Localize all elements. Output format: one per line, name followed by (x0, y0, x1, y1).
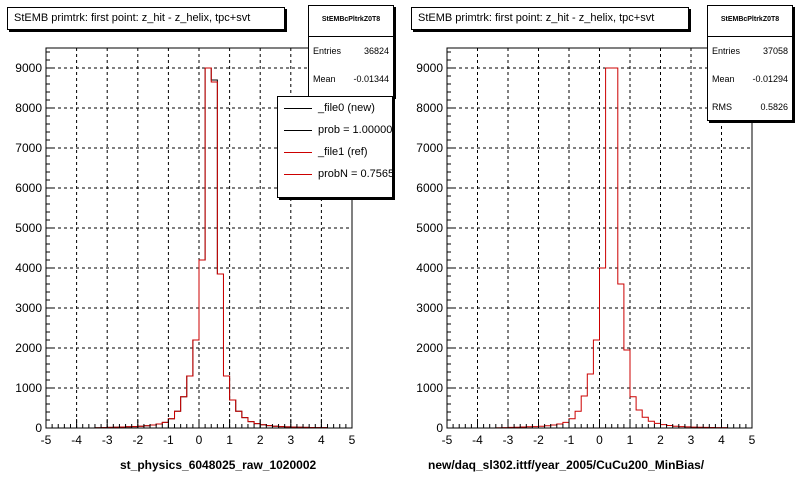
x-tick-label: -3 (102, 433, 113, 447)
x-tick-label: -1 (163, 433, 174, 447)
x-tick-label: -4 (472, 433, 483, 447)
legend-entry-file1: _file1 (ref) (278, 141, 392, 163)
stats-entries-value: 37058 (762, 46, 788, 56)
stats-rms-label: RMS (712, 102, 732, 112)
x-tick-label: 1 (627, 433, 634, 447)
x-tick-label: 5 (349, 433, 356, 447)
x-tick-label: 4 (318, 433, 325, 447)
y-tick-label: 6000 (15, 181, 42, 195)
x-axis-label-left: st_physics_6048025_raw_1020002 (120, 458, 316, 472)
stats-box-right: StEMBcPltrkZ0T8 Entries 37058 Mean -0.01… (707, 5, 793, 121)
legend-line-prob (284, 129, 312, 131)
x-tick-label: 3 (287, 433, 294, 447)
x-tick-label: 3 (688, 433, 695, 447)
stats-name-right: StEMBcPltrkZ0T8 (708, 6, 792, 37)
x-tick-label: 1 (226, 433, 233, 447)
x-axis-label-left-text: st_physics_6048025_raw_1020002 (120, 458, 317, 472)
x-tick-label: 2 (257, 433, 264, 447)
y-tick-label: 4000 (15, 261, 42, 275)
x-tick-label: -1 (564, 433, 575, 447)
legend-label-file1: _file1 (ref) (318, 146, 368, 158)
y-tick-label: 1000 (15, 381, 42, 395)
y-tick-label: 3000 (15, 301, 42, 315)
y-tick-label: 4000 (416, 261, 443, 275)
y-tick-label: 0 (35, 421, 42, 435)
x-tick-label: 2 (657, 433, 664, 447)
legend-line-probn (284, 173, 312, 175)
x-tick-label: 0 (196, 433, 203, 447)
stats-name-left: StEMBcPltrkZ0T8 (309, 6, 393, 37)
x-axis-label-right-text: new/daq_sl302.ittf/year_2005/CuCu200_Min… (428, 458, 705, 472)
legend-label-probn: probN = 0.756500 (318, 168, 393, 180)
plot-title-right: StEMB primtrk: first point: z_hit - z_he… (411, 7, 689, 30)
x-tick-label: -5 (41, 433, 52, 447)
stats-mean-value: -0.01294 (752, 74, 788, 84)
stats-entries-row-right: Entries 37058 (708, 37, 792, 65)
stats-rms-value: 0.5826 (760, 102, 788, 112)
plot-title-right-text: StEMB primtrk: first point: z_hit - z_he… (418, 12, 655, 24)
x-tick-label: 5 (749, 433, 756, 447)
y-tick-label: 2000 (15, 341, 42, 355)
plot-title-left-text: StEMB primtrk: first point: z_hit - z_he… (14, 12, 251, 24)
stats-entries-label: Entries (712, 46, 741, 56)
stats-mean-row-right: Mean -0.01294 (708, 65, 792, 93)
y-tick-label: 5000 (416, 221, 443, 235)
stats-rms-row-right: RMS 0.5826 (708, 93, 792, 121)
stats-mean-label: Mean (712, 74, 735, 84)
legend-line-file0 (284, 107, 312, 109)
stats-entries-label: Entries (313, 46, 342, 56)
y-tick-label: 9000 (416, 61, 443, 75)
y-tick-label: 7000 (416, 141, 443, 155)
x-tick-label: 4 (718, 433, 725, 447)
y-tick-label: 8000 (416, 101, 443, 115)
x-tick-label: -3 (503, 433, 514, 447)
legend: _file0 (new) prob = 1.000000 _file1 (ref… (277, 96, 393, 198)
y-tick-label: 3000 (416, 301, 443, 315)
y-tick-label: 5000 (15, 221, 42, 235)
stats-box-left: StEMBcPltrkZ0T8 Entries 36824 Mean -0.01… (308, 5, 394, 97)
legend-entry-probn: probN = 0.756500 (278, 163, 392, 185)
plot-title-left: StEMB primtrk: first point: z_hit - z_he… (7, 7, 285, 30)
stats-entries-value: 36824 (363, 46, 389, 56)
x-tick-label: -4 (71, 433, 82, 447)
y-tick-label: 0 (436, 421, 443, 435)
x-tick-label: -5 (442, 433, 453, 447)
legend-label-file0: _file0 (new) (318, 102, 375, 114)
y-tick-label: 8000 (15, 101, 42, 115)
legend-entry-file0: _file0 (new) (278, 97, 392, 119)
x-axis-label-right: new/daq_sl302.ittf/year_2005/CuCu200_Min… (428, 458, 704, 472)
x-tick-label: -2 (533, 433, 544, 447)
stats-mean-label: Mean (313, 74, 336, 84)
y-tick-label: 1000 (416, 381, 443, 395)
y-tick-label: 6000 (416, 181, 443, 195)
legend-line-file1 (284, 151, 312, 153)
legend-entry-prob: prob = 1.000000 (278, 119, 392, 141)
stats-mean-row-left: Mean -0.01344 (309, 65, 393, 93)
y-tick-label: 7000 (15, 141, 42, 155)
legend-label-prob: prob = 1.000000 (318, 124, 393, 136)
stats-mean-value: -0.01344 (353, 74, 389, 84)
y-tick-label: 2000 (416, 341, 443, 355)
stats-entries-row-left: Entries 36824 (309, 37, 393, 65)
y-tick-label: 9000 (15, 61, 42, 75)
x-tick-label: 0 (596, 433, 603, 447)
x-tick-label: -2 (132, 433, 143, 447)
